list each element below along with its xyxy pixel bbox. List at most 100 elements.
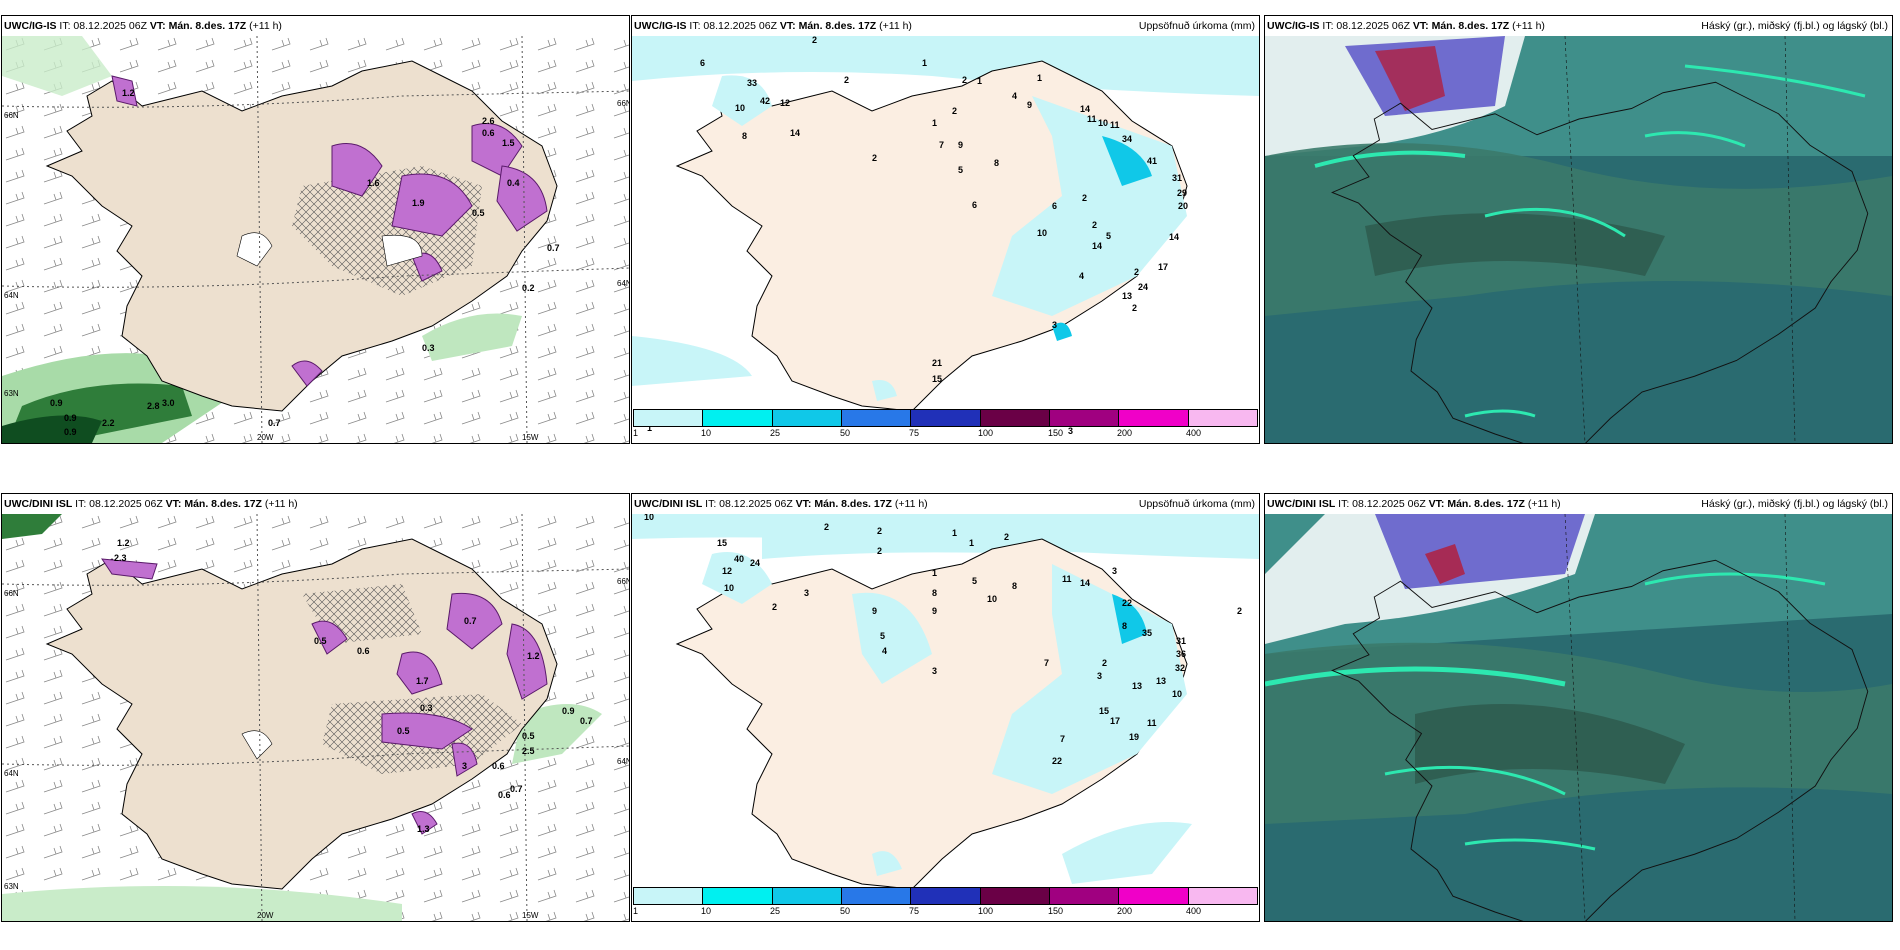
precip-label: 8 [1122, 621, 1127, 631]
precip-label: 11 [1062, 574, 1072, 584]
cbar-tick: 150 [1048, 906, 1064, 916]
precip-label: 3 [932, 666, 937, 676]
precip-label: 10 [724, 583, 734, 593]
snow-label: 1.9 [412, 198, 425, 208]
lon-label: 15W [522, 433, 539, 442]
precip-label: 2 [877, 526, 882, 536]
cbar-tick: 100 [978, 428, 994, 438]
cbar-seg [980, 410, 1050, 426]
cbar-tick: 200 [1117, 906, 1133, 916]
cbar-seg [634, 888, 704, 904]
precip-label: 9 [958, 140, 963, 150]
precip-label: 2 [824, 522, 829, 532]
precip-label: 2 [1134, 267, 1139, 277]
precip-label: 2 [952, 106, 957, 116]
map-snow-igis[interactable]: 0.9 1.2 0.9 2.2 2.8 3.0 0.9 0.7 1.6 1.9 … [2, 36, 629, 443]
cbar-tick: 1 [633, 906, 639, 916]
map-precip-igis[interactable]: 6 2 1 1 2 2 2 1 33 42 12 10 14 8 2 1 4 7… [632, 36, 1259, 443]
colorbar-ticks: 1 10 25 50 75 100 150 200 400 [633, 906, 1258, 918]
precip-label: 4 [1079, 271, 1084, 281]
snow-label: 1.7 [416, 676, 429, 686]
precip-label: 2 [1132, 303, 1137, 313]
precip-label: 9 [872, 606, 877, 616]
lon-label: 15W [522, 911, 539, 920]
snow-label: 1.2 [122, 88, 135, 98]
panel-subtitle: Uppsöfnuð úrkoma (mm) [1138, 20, 1255, 32]
precip-label: 24 [750, 558, 760, 568]
precip-label: 8 [742, 131, 747, 141]
snow-label: 0.5 [472, 208, 485, 218]
cbar-tick: 400 [1186, 906, 1202, 916]
map-precip-dini[interactable]: 10 2 2 1 1 2 2 15 40 24 12 10 3 2 1 8 9 … [632, 514, 1259, 921]
precip-label: 3 [1112, 566, 1117, 576]
snow-label: 0.6 [357, 646, 370, 656]
precip-label: 22 [1052, 756, 1062, 766]
precip-label: 14 [1080, 578, 1090, 588]
cbar-seg [1049, 888, 1120, 904]
precip-label: 17 [1110, 716, 1120, 726]
cbar-tick: 400 [1186, 428, 1202, 438]
precip-label: 7 [1044, 658, 1049, 668]
lon-label: 20W [257, 911, 274, 920]
panel-igis-clouds: UWC/IG-IS IT: 08.12.2025 06Z VT: Mán. 8.… [1264, 15, 1893, 444]
map-snow-dini[interactable]: 1.2 2.3 0.5 0.6 0.7 1.7 0.3 0.5 0.9 1.2 … [2, 514, 629, 921]
precip-label: 7 [939, 140, 944, 150]
precip-label: 2 [1004, 532, 1009, 542]
panel-subtitle: Háský (gr.), miðský (fj.bl.) og lágský (… [1701, 20, 1888, 32]
precip-label: 14 [1169, 232, 1179, 242]
precip-label: 15 [717, 538, 727, 548]
cbar-seg [772, 888, 842, 904]
precip-label: 8 [1012, 581, 1017, 591]
precip-label: 14 [790, 128, 800, 138]
panel-subtitle: Uppsöfnuð úrkoma (mm) [1138, 498, 1255, 510]
cbar-tick: 150 [1048, 428, 1064, 438]
precip-label: 20 [1178, 201, 1188, 211]
panel-subtitle: Háský (gr.), miðský (fj.bl.) og lágský (… [1701, 498, 1888, 510]
snow-label: 0.7 [464, 616, 477, 626]
precip-label: 2 [1102, 658, 1107, 668]
precip-label: 19 [1129, 732, 1139, 742]
precip-label: 2 [962, 75, 967, 85]
precip-label: 11 [1147, 718, 1157, 728]
lat-label: 66N [617, 99, 629, 108]
snow-label: 0.9 [562, 706, 575, 716]
snow-label: 0.2 [522, 283, 535, 293]
precip-label: 11 [1110, 120, 1120, 130]
panel-dini-precip: UWC/DINI ISL IT: 08.12.2025 06Z VT: Mán.… [631, 493, 1260, 922]
map-clouds-igis[interactable] [1265, 36, 1892, 443]
cbar-tick: 75 [909, 428, 920, 438]
cbar-tick: 25 [770, 428, 781, 438]
precip-label: 21 [932, 358, 942, 368]
panel-igis-precip: UWC/IG-IS IT: 08.12.2025 06Z VT: Mán. 8.… [631, 15, 1260, 444]
snow-label: 1.3 [417, 824, 430, 834]
panel-header: UWC/DINI ISL IT: 08.12.2025 06Z VT: Mán.… [4, 498, 298, 510]
cbar-tick: 100 [978, 906, 994, 916]
cbar-seg [634, 410, 704, 426]
cbar-seg [1049, 410, 1120, 426]
precip-label: 2 [844, 75, 849, 85]
precip-label: 7 [1060, 734, 1065, 744]
precip-label: 2 [1082, 193, 1087, 203]
precip-label: 1 [952, 528, 957, 538]
precip-label: 6 [700, 58, 705, 68]
panel-dini-clouds: UWC/DINI ISL IT: 08.12.2025 06Z VT: Mán.… [1264, 493, 1893, 922]
precip-label: 13 [1132, 681, 1142, 691]
snow-label: 2.8 [147, 401, 160, 411]
snow-label: 1.6 [367, 178, 380, 188]
panel-header: UWC/DINI ISL IT: 08.12.2025 06Z VT: Mán.… [634, 498, 928, 510]
precip-label: 5 [880, 631, 885, 641]
cbar-tick: 50 [840, 906, 851, 916]
snow-label: 1.5 [502, 138, 515, 148]
precip-label: 5 [1106, 231, 1111, 241]
map-clouds-dini[interactable] [1265, 514, 1892, 921]
snow-label: 2.2 [102, 418, 115, 428]
snow-label: 0.5 [397, 726, 410, 736]
snow-label: 0.6 [482, 128, 495, 138]
precip-label: 10 [735, 103, 745, 113]
cbar-seg [772, 410, 842, 426]
snow-label: 0.7 [547, 243, 560, 253]
precip-label: 15 [1099, 706, 1109, 716]
cbar-tick: 200 [1117, 428, 1133, 438]
snow-label: 1.2 [117, 538, 130, 548]
precip-label: 2 [812, 36, 817, 45]
